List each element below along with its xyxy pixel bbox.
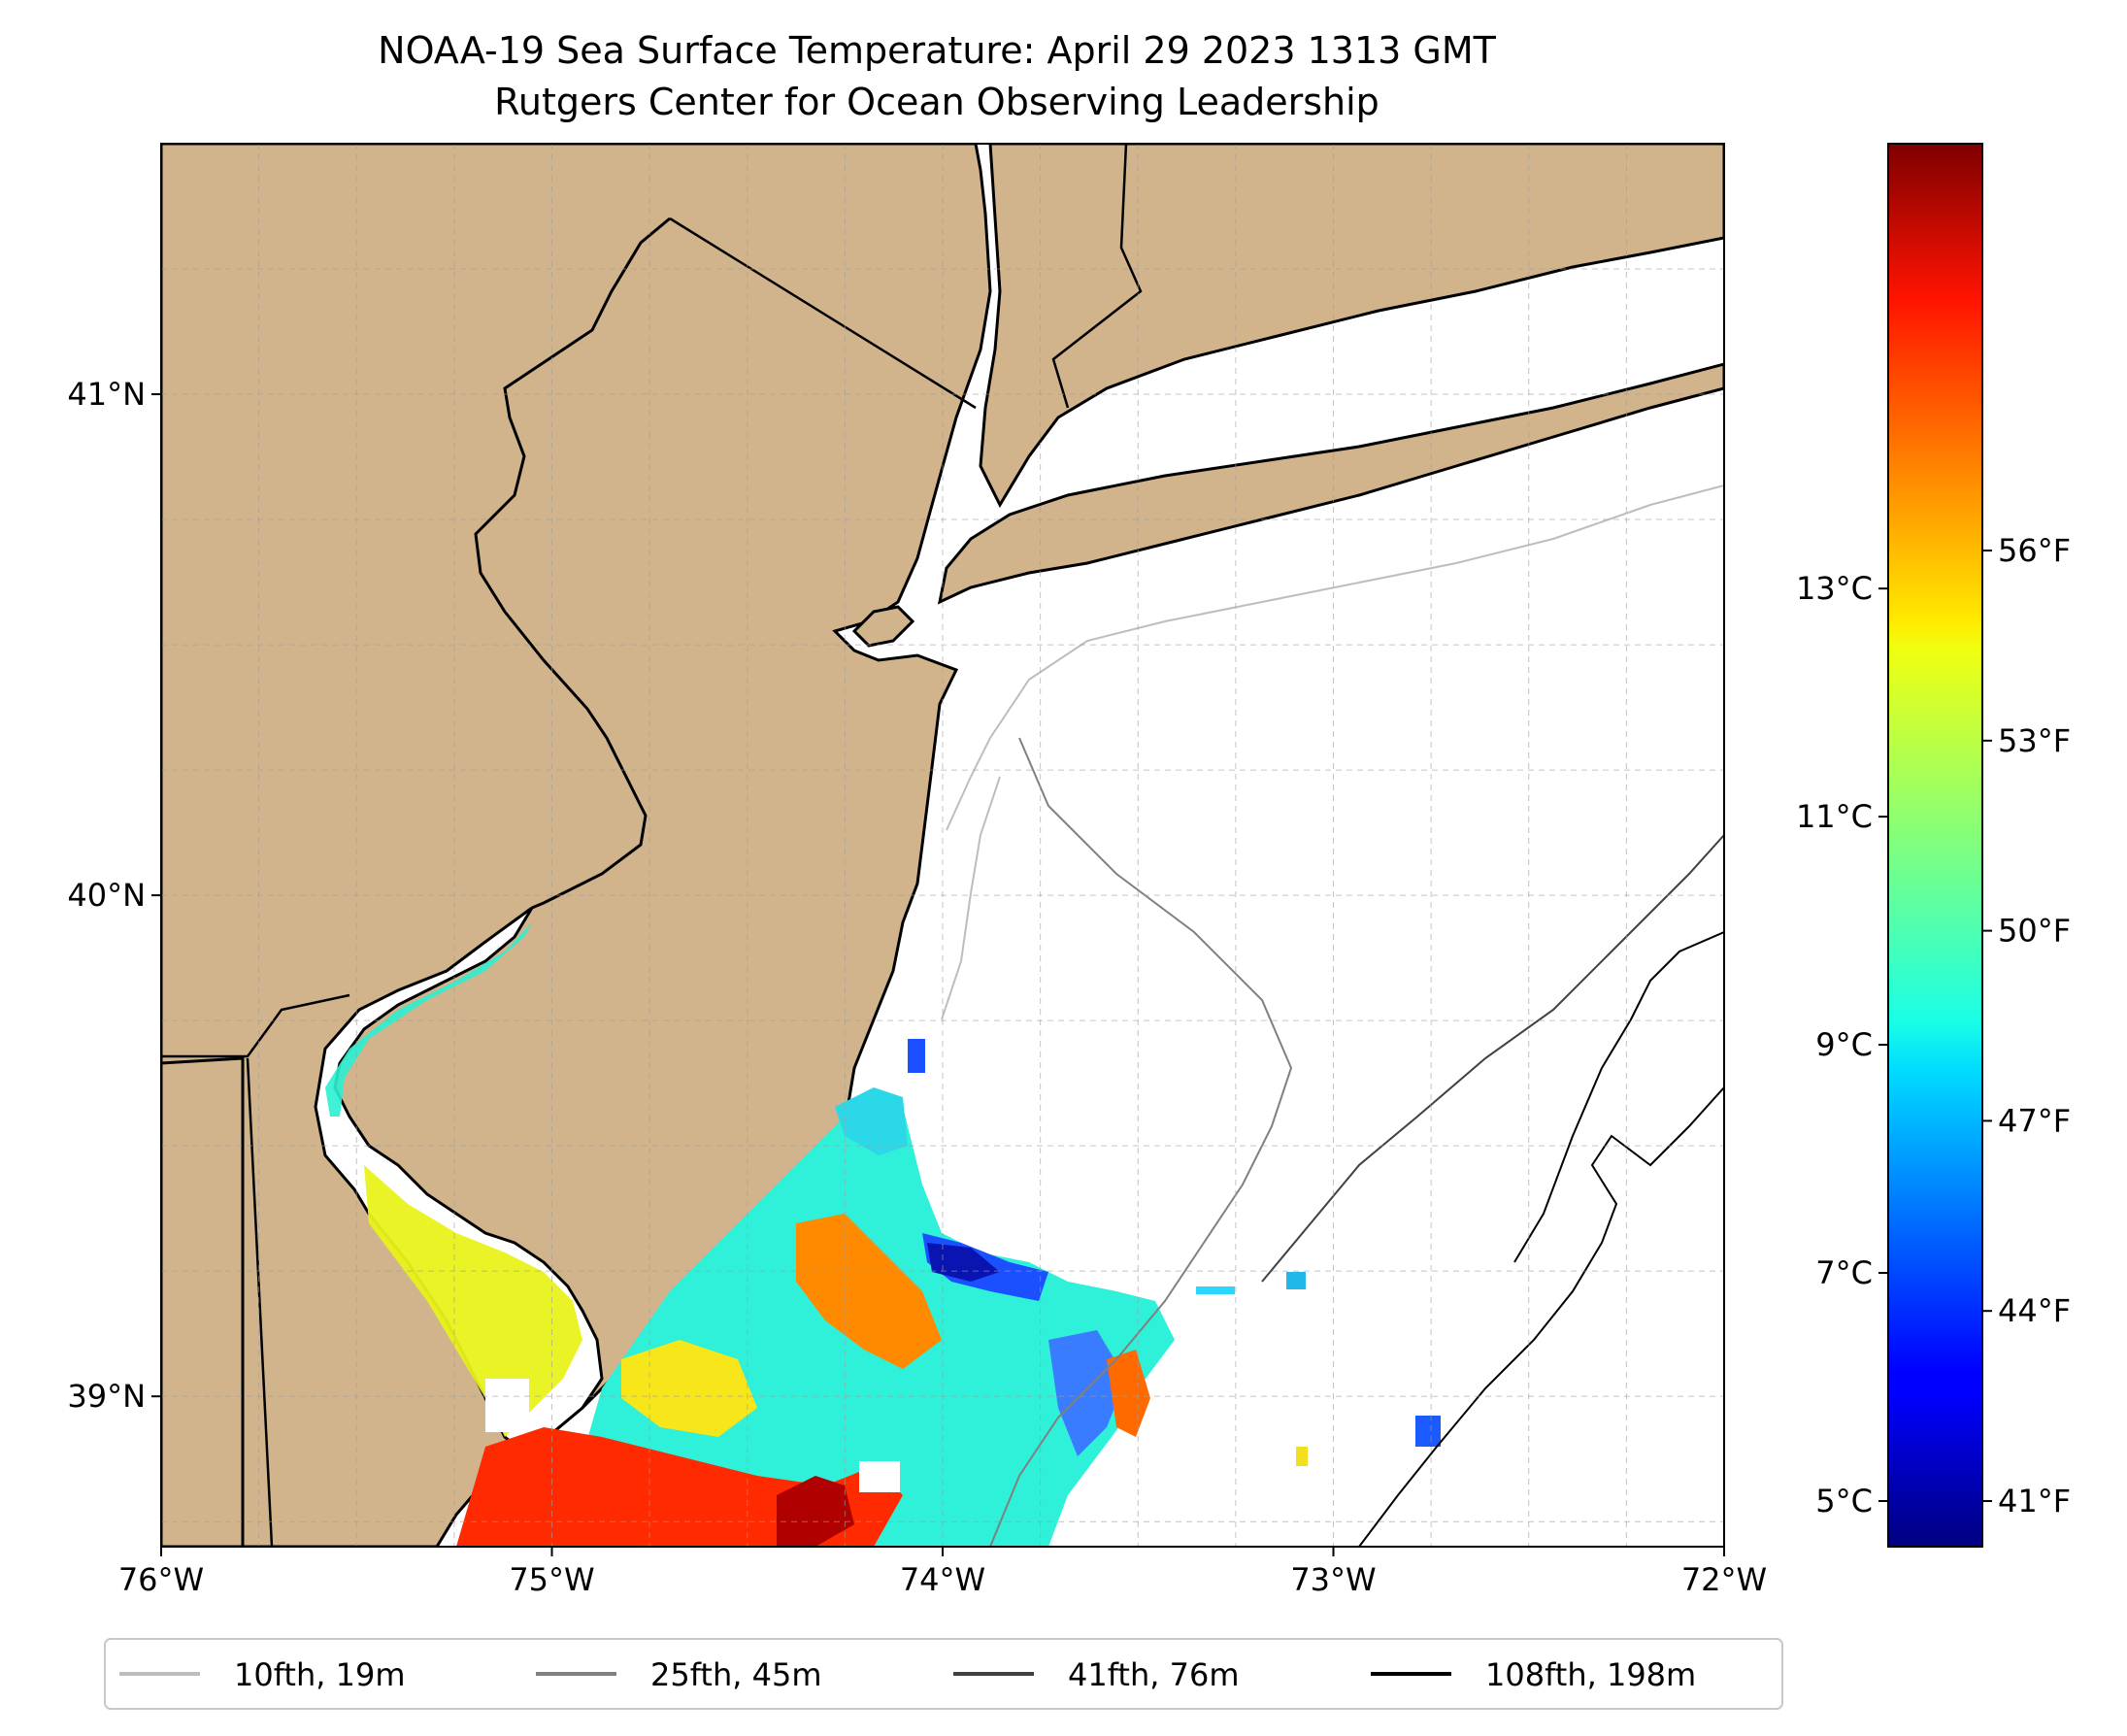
colorbar: 5°C 7°C 9°C 11°C 13°C 41°F 44°F 47°F 50°F 53°F 56°… [1796,143,2071,1548]
isobath-25fth [989,737,1293,1547]
sst-patch-delaware-bay [364,1165,582,1437]
celsius-tick-label: 7°C [1815,1254,1873,1291]
isobath-108fth [1358,1086,1724,1547]
fahrenheit-tick-label: 41°F [1998,1483,2071,1519]
celsius-tick-label: 5°C [1815,1483,1873,1519]
lon-tick-label: 73°W [1290,1561,1376,1598]
sst-patch-small-blue [1415,1416,1441,1447]
sst-patch-small-teal [1286,1272,1306,1289]
cloud-gap-1 [485,1379,529,1432]
lon-tick-label: 75°W [509,1561,594,1598]
isobath-10fth [946,484,1724,831]
state-border-nj-ny [669,217,977,410]
sst-patch-yellow [621,1340,757,1437]
sst-patch-east-orange [1107,1350,1150,1437]
celsius-tick-label: 9°C [1815,1026,1873,1063]
state-border-de-md [246,1057,274,1547]
celsius-tick-label: 11°C [1796,798,1873,835]
fahrenheit-tick-label: 44°F [1998,1292,2071,1329]
fahrenheit-tick-label: 53°F [1998,722,2071,759]
sst-patch-east-blue [1048,1330,1126,1456]
land-connecticut [979,144,1724,509]
cloud-gap-2 [859,1461,900,1492]
legend-label: 108fth, 198m [1485,1656,1696,1693]
legend-items: 10fth, 19m 25fth, 45m 41fth, 76m 108fth, 19… [119,1656,1696,1693]
sst-patch-small-yellow [1296,1447,1308,1466]
isobath-10fth-b [941,776,1001,1020]
legend-label: 25fth, 45m [650,1656,821,1693]
colorbar-gradient [1887,143,1983,1548]
land-delaware [161,1056,245,1547]
lon-tick-label: 72°W [1681,1561,1767,1598]
isobath-41fth [1261,834,1724,1283]
map-axis-ticks: 76°W 75°W 74°W 73°W 72°W 39°N 40°N 41°N [67,376,1767,1598]
sst-patch-upper-shelf [835,1087,908,1155]
isobath-legend: 10fth, 19m 25fth, 45m 41fth, 76m 108fth, 19… [104,1638,1783,1710]
sst-data [325,922,1441,1547]
sst-patch-river [325,922,532,1117]
delaware-river [474,217,671,910]
lon-tick-label: 74°W [900,1561,985,1598]
fahrenheit-tick-label: 56°F [1998,532,2071,569]
lat-tick-label: 39°N [67,1378,146,1415]
state-border-ny-ct [1051,144,1143,409]
map-title-line1: NOAA-19 Sea Surface Temperature: April 2… [378,29,1496,72]
isobath-108fth-b [1513,931,1724,1263]
sst-patch-dark-red [777,1476,854,1547]
lat-tick-label: 40°N [67,877,146,914]
map-title-line2: Rutgers Center for Ocean Observing Leade… [494,81,1379,123]
state-border-de-pa [161,993,350,1058]
lon-tick-label: 76°W [118,1561,204,1598]
lat-tick-label: 41°N [67,376,146,413]
sst-patch-small-cyan [1196,1286,1235,1294]
land-staten-island [851,605,915,648]
legend-label: 10fth, 19m [234,1656,405,1693]
sst-patch-north-blue [908,1039,925,1073]
map-gridlines [161,144,1724,1547]
legend-frame [104,1638,1783,1710]
map-area: 76°W 75°W 74°W 73°W 72°W 39°N 40°N 41°N [67,143,1767,1598]
sst-patch-warm-orange [796,1214,942,1369]
sst-patch-dark-blue [927,1243,1000,1282]
land-long-island [937,362,1724,605]
fahrenheit-tick-label: 50°F [1998,913,2071,950]
celsius-tick-label: 13°C [1796,570,1873,607]
legend-label: 41fth, 76m [1068,1656,1239,1693]
isobaths [941,484,1724,1547]
fahrenheit-tick-label: 47°F [1998,1102,2071,1139]
colorbar-ticks: 5°C 7°C 9°C 11°C 13°C 41°F 44°F 47°F 50°F 53°F 56°… [1796,532,2071,1519]
